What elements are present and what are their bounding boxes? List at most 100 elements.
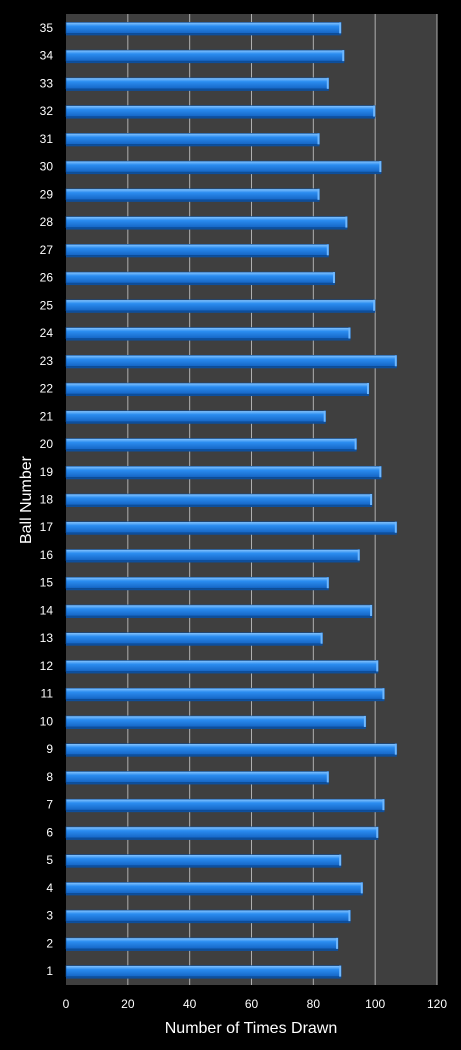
y-tick-label: 12 — [40, 659, 54, 673]
bar-body — [65, 438, 357, 450]
bar-body — [65, 382, 370, 395]
bar — [65, 49, 345, 64]
y-tick-label: 16 — [40, 548, 54, 562]
x-tick-label: 0 — [63, 997, 70, 1011]
bar — [65, 882, 364, 896]
bar-body — [65, 216, 348, 228]
y-tick-label: 11 — [41, 687, 54, 701]
y-tick-label: 7 — [46, 798, 53, 812]
y-tick-label: 23 — [40, 354, 54, 368]
bar-cap — [317, 133, 320, 145]
bar-cap — [379, 161, 382, 173]
bar-cap — [376, 660, 379, 672]
bar — [65, 465, 382, 480]
bar — [65, 549, 361, 563]
bar-body — [65, 105, 376, 117]
y-tick-label: 25 — [40, 298, 54, 312]
y-tick-label: 33 — [40, 76, 54, 90]
x-tick-label: 80 — [307, 997, 321, 1011]
x-tick-label: 100 — [365, 997, 385, 1011]
y-tick-label: 8 — [46, 770, 53, 784]
bar-cap — [354, 438, 357, 450]
bar — [65, 22, 342, 36]
y-tick-label: 26 — [40, 271, 54, 285]
y-tick-label: 28 — [40, 215, 54, 229]
bar — [65, 188, 320, 202]
bar-body — [65, 22, 342, 34]
bar-body — [65, 798, 385, 811]
bar — [65, 521, 398, 535]
bar — [65, 327, 351, 341]
bar — [65, 687, 385, 702]
bar-cap — [332, 272, 335, 284]
bar — [65, 576, 330, 591]
x-tick-label: 20 — [121, 997, 135, 1011]
bar-cap — [323, 410, 326, 422]
y-tick-label: 15 — [40, 576, 54, 590]
bar-body — [65, 188, 320, 201]
bar — [65, 909, 351, 924]
y-tick-label: 14 — [40, 603, 54, 617]
bar-cap — [373, 105, 376, 117]
bar — [65, 160, 382, 175]
bar — [65, 216, 348, 230]
bar-cap — [339, 22, 342, 34]
y-tick-label: 22 — [40, 382, 54, 396]
bar-body — [65, 465, 382, 478]
x-tick-label: 40 — [183, 997, 197, 1011]
y-tick-label: 3 — [46, 909, 53, 923]
bar-cap — [382, 688, 385, 700]
bar-body — [65, 327, 351, 339]
bar-body — [65, 549, 361, 561]
y-tick-label: 9 — [46, 742, 53, 756]
bar — [65, 354, 398, 369]
bar-cap — [348, 327, 351, 339]
y-tick-label: 27 — [40, 243, 54, 257]
bar — [65, 438, 357, 452]
bar — [65, 410, 327, 424]
bar — [65, 77, 330, 91]
y-tick-label: 2 — [46, 936, 53, 950]
bar-cap — [363, 715, 366, 727]
bar-cap — [320, 632, 323, 644]
y-tick-label: 17 — [40, 520, 54, 534]
y-tick-label: 13 — [40, 631, 54, 645]
bar-cap — [376, 826, 379, 838]
bar-body — [65, 909, 351, 922]
bar-body — [65, 604, 373, 617]
bar-body — [65, 660, 379, 672]
y-tick-label: 21 — [40, 409, 54, 423]
bar-body — [65, 244, 330, 256]
bar-body — [65, 271, 336, 284]
bar-body — [65, 493, 373, 506]
bar-body — [65, 160, 382, 173]
bar-body — [65, 965, 342, 977]
bar-cap — [360, 882, 363, 894]
bar-cap — [348, 910, 351, 922]
bar — [65, 244, 330, 258]
bar — [65, 798, 385, 813]
bar-cap — [394, 743, 397, 755]
bar-cap — [339, 965, 342, 977]
y-tick-label: 1 — [46, 964, 53, 978]
y-tick-label: 30 — [40, 160, 54, 174]
bar-body — [65, 826, 379, 839]
bar — [65, 493, 373, 507]
x-tick-labels: 0 20 40 60 80 100 120 — [63, 997, 448, 1011]
x-tick-label: 60 — [245, 997, 259, 1011]
bar-cap — [326, 577, 329, 589]
x-tick-label: 120 — [427, 997, 447, 1011]
bar — [65, 133, 320, 147]
bar-body — [65, 632, 323, 645]
bar-cap — [339, 854, 342, 866]
bar — [65, 715, 367, 729]
bar-cap — [379, 466, 382, 478]
bar — [65, 937, 339, 951]
bar-cap — [382, 799, 385, 811]
bar-cap — [345, 216, 348, 228]
y-tick-label: 29 — [40, 187, 54, 201]
y-tick-label: 34 — [40, 49, 54, 63]
bar-cap — [342, 50, 345, 62]
bar-body — [65, 937, 339, 950]
bars — [65, 22, 398, 979]
